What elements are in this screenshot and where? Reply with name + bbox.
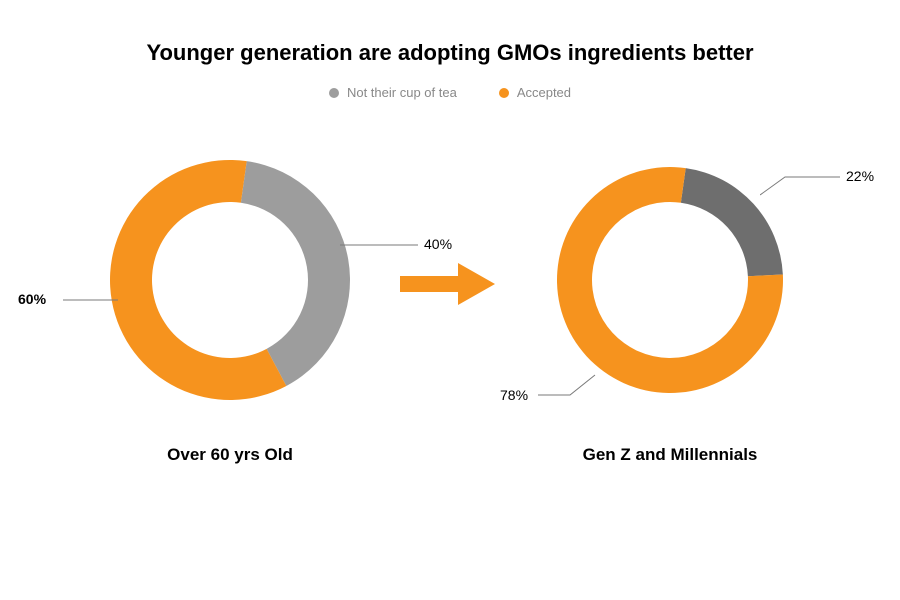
callout-text: 40%: [424, 236, 452, 252]
chart-title: Younger generation are adopting GMOs ing…: [0, 40, 900, 66]
legend-label: Not their cup of tea: [347, 85, 457, 100]
callout-left-40: 40%: [340, 230, 460, 260]
callout-right-22: 22%: [760, 165, 880, 205]
callout-left-60: 60%: [18, 285, 118, 315]
chart-label-genz: Gen Z and Millennials: [540, 445, 800, 465]
callout-text: 22%: [846, 168, 874, 184]
arrow-icon: [400, 260, 495, 308]
legend-item-rejected: Not their cup of tea: [329, 85, 457, 100]
legend-label: Accepted: [517, 85, 571, 100]
legend-item-accepted: Accepted: [499, 85, 571, 100]
legend-dot-icon: [499, 88, 509, 98]
donut-chart-over60: [100, 150, 360, 410]
legend-dot-icon: [329, 88, 339, 98]
donut-slice-rejected: [241, 161, 350, 386]
callout-right-78: 78%: [500, 370, 610, 410]
callout-text: 78%: [500, 387, 528, 403]
donut-svg: [100, 150, 360, 410]
chart-label-over60: Over 60 yrs Old: [100, 445, 360, 465]
legend: Not their cup of tea Accepted: [0, 85, 900, 100]
callout-text: 60%: [18, 291, 46, 307]
